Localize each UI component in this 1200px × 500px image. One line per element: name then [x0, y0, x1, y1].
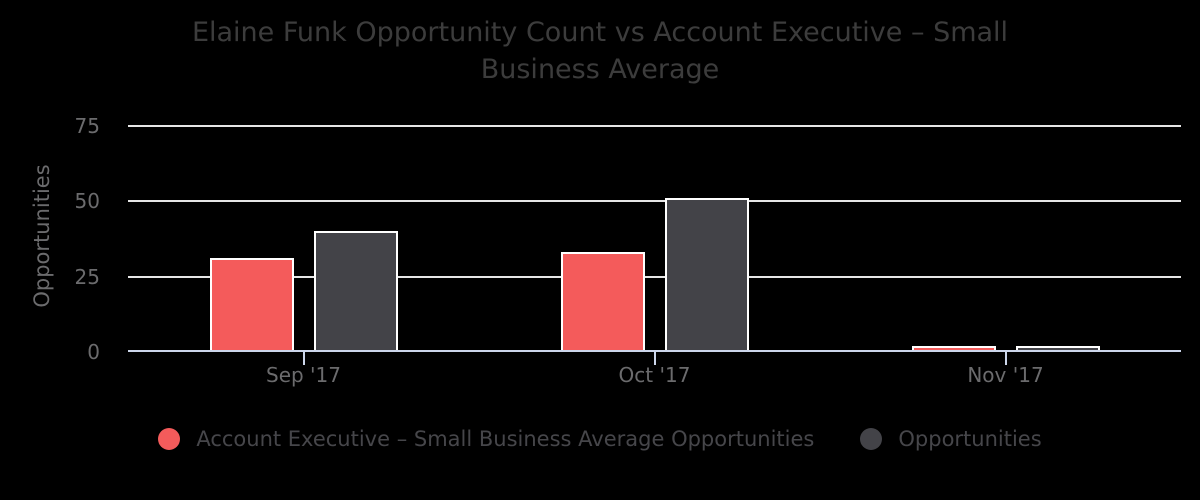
- chart-title: Elaine Funk Opportunity Count vs Account…: [0, 14, 1200, 88]
- gridline-y-75: [128, 124, 1181, 127]
- legend: Account Executive – Small Business Avera…: [0, 427, 1200, 451]
- x-tick-0: [302, 352, 305, 365]
- legend-item-1[interactable]: Opportunities: [860, 427, 1042, 451]
- x-tick-label-0: Sep '17: [266, 363, 341, 387]
- y-tick-label-0: 0: [87, 340, 100, 364]
- y-tick-label-75: 75: [74, 113, 100, 138]
- y-tick-label-50: 50: [74, 189, 100, 213]
- legend-label: Account Executive – Small Business Avera…: [196, 427, 815, 451]
- x-tick-2: [1004, 352, 1007, 365]
- y-tick-label-25: 25: [74, 264, 100, 289]
- chart-title-text: Elaine Funk Opportunity Count vs Account…: [191, 17, 1009, 85]
- bar-oct17-series-1[interactable]: [664, 197, 749, 352]
- x-axis-line: [128, 350, 1181, 352]
- gridline-y-25: [128, 275, 1181, 278]
- bar-oct17-series-0[interactable]: [560, 252, 645, 352]
- x-tick-label-2: Nov '17: [967, 363, 1044, 387]
- gridline-y-50: [128, 200, 1181, 202]
- x-tick-label-1: Oct '17: [618, 363, 691, 387]
- legend-marker-icon: [158, 428, 181, 450]
- plot-area: [128, 108, 1181, 352]
- bar-sep17-series-0[interactable]: [209, 258, 294, 352]
- x-tick-1: [653, 352, 656, 365]
- legend-label: Opportunities: [898, 427, 1042, 451]
- legend-marker-icon: [860, 428, 883, 450]
- legend-item-0[interactable]: Account Executive – Small Business Avera…: [158, 427, 814, 451]
- bar-sep17-series-1[interactable]: [313, 231, 398, 352]
